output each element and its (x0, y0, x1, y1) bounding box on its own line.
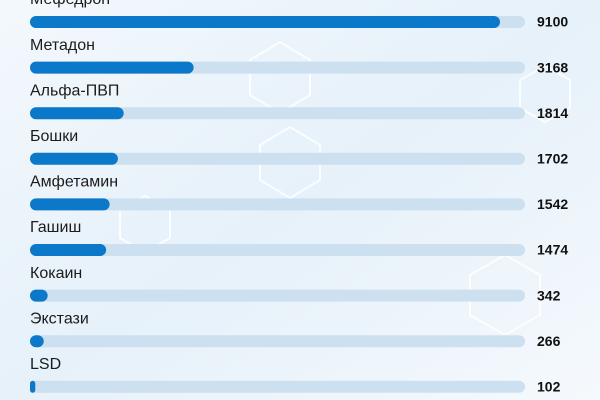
category-label: Альфа-ПВП (30, 82, 119, 99)
bar (30, 152, 118, 165)
bar (30, 16, 501, 28)
category-label: Амфетамин (30, 174, 118, 191)
bar-track (30, 335, 525, 348)
value-label: 1814 (537, 105, 568, 121)
value-label: 102 (537, 379, 561, 395)
bar (30, 198, 110, 211)
bar (30, 335, 44, 348)
bar (30, 380, 36, 393)
bar-track (30, 380, 525, 393)
bar (30, 289, 48, 302)
category-label: Экстази (30, 310, 89, 327)
bar (30, 244, 107, 256)
value-label: 1474 (537, 242, 568, 258)
category-label: Мефедрон (30, 0, 110, 8)
category-label: LSD (30, 356, 61, 373)
value-label: 342 (537, 287, 561, 303)
bar-track (30, 244, 525, 256)
value-label: 9100 (537, 14, 568, 30)
value-label: 266 (537, 333, 561, 349)
value-label: 3168 (537, 59, 568, 75)
bar-track (30, 289, 525, 302)
bar-track (30, 107, 525, 120)
category-label: Кокаин (30, 265, 82, 282)
bar-track (30, 152, 525, 165)
category-label: Гашиш (30, 219, 81, 236)
bar-track (30, 198, 525, 211)
bar (30, 107, 124, 120)
bar (30, 61, 194, 74)
value-label: 1542 (537, 196, 568, 212)
category-label: Метадон (30, 37, 95, 54)
value-label: 1702 (537, 151, 568, 167)
category-label: Бошки (30, 128, 78, 145)
